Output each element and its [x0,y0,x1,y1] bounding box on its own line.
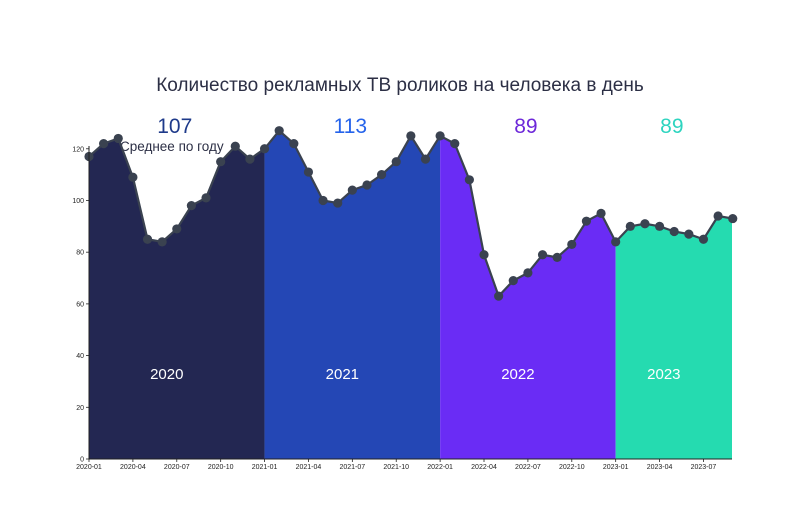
data-point-2022-06 [508,276,518,286]
y-tick-label-60: 60 [76,301,84,308]
data-point-2022-04 [479,250,489,260]
data-point-2022-02 [450,139,460,149]
x-tick-label-2020-04: 2020-04 [120,464,146,471]
x-tick-label-2021-01: 2021-01 [252,464,278,471]
data-point-2021-12 [420,154,431,164]
data-point-2021-05 [318,195,328,206]
year-label-2022: 2022 [501,366,534,383]
area-2021 [264,130,441,459]
x-tick-label-2021-04: 2021-04 [296,464,322,471]
data-point-2021-01 [259,144,270,154]
series-line [88,129,734,298]
x-tick-label-2023-07: 2023-07 [691,464,717,471]
data-point-2023-09 [728,213,738,224]
data-point-2020-05 [142,234,153,244]
data-point-2023-02 [625,221,635,231]
data-point-2020-10 [216,157,226,167]
data-point-2020-12 [245,154,255,164]
y-tick-label-0: 0 [80,457,84,464]
data-point-2020-07 [172,224,182,234]
x-tick-label-2022-01: 2022-01 [427,464,453,471]
x-tick-label-2020-07: 2020-07 [164,464,190,471]
avg-label-2023: 89 [660,115,683,138]
year-label-2020: 2020 [150,366,183,383]
data-point-2023-04 [654,221,665,231]
y-tick-label-80: 80 [76,250,84,257]
data-point-2023-08 [713,211,723,221]
data-point-2023-01 [611,237,621,247]
y-tick-label-120: 120 [72,146,84,153]
x-tick-label-2021-10: 2021-10 [383,464,409,471]
chart-title: Количество рекламных ТВ роликов на челов… [156,75,644,96]
data-point-2021-08 [362,180,372,190]
data-point-2023-06 [684,229,694,239]
data-point-2022-09 [552,252,562,262]
data-point-2021-09 [377,170,387,180]
data-point-2020-08 [186,201,197,211]
data-point-2022-11 [581,216,592,226]
x-tick-label-2021-07: 2021-07 [339,464,365,471]
x-tick-label-2022-07: 2022-07 [515,464,541,471]
y-tick-label-100: 100 [72,198,84,205]
data-point-2021-11 [406,131,416,141]
data-point-2021-02 [274,126,284,136]
avg-label-2021: 113 [334,115,367,138]
plot-area: 2020 107 2021 113 2022 89 2023 89 0 20 40 60 80 100 12… [72,115,738,471]
data-point-2020-02 [99,139,109,149]
data-point-2023-07 [698,234,709,244]
data-point-2022-01 [435,131,445,141]
data-point-2020-11 [230,141,240,151]
data-point-2020-03 [113,133,123,144]
y-tick-label-40: 40 [76,353,84,360]
year-label-2023: 2023 [647,366,680,383]
data-point-2022-10 [567,239,577,250]
data-point-2023-05 [669,226,679,237]
x-tick-label-2022-10: 2022-10 [559,464,585,471]
data-point-2022-03 [464,175,474,185]
data-point-2020-04 [128,172,138,182]
x-tick-label-2023-01: 2023-01 [603,464,629,471]
x-tick-label-2020-10: 2020-10 [208,464,234,471]
year-label-2021: 2021 [326,366,359,383]
data-point-2020-06 [157,237,167,247]
avg-label-2020: 107 [157,115,192,138]
data-point-2021-03 [289,139,299,149]
y-tick-label-20: 20 [76,405,84,412]
x-tick-label-2022-04: 2022-04 [471,464,497,471]
avg-label-2022: 89 [514,115,537,138]
data-point-2021-06 [333,198,343,208]
x-tick-label-2020-01: 2020-01 [76,464,102,471]
area-2022 [440,135,616,459]
data-point-2021-10 [391,157,401,167]
data-point-2022-12 [596,208,606,219]
x-tick-label-2023-04: 2023-04 [647,464,673,471]
area-2020 [89,138,265,459]
data-point-2021-04 [303,167,314,177]
data-point-2022-05 [494,291,504,301]
area-2023 [615,215,733,459]
avg-caption: Среднее по году [120,139,224,154]
data-point-2022-07 [523,268,533,278]
data-point-2021-07 [347,185,357,195]
data-point-2023-03 [640,219,650,229]
data-point-2022-08 [537,250,548,260]
data-point-2020-09 [201,193,211,203]
